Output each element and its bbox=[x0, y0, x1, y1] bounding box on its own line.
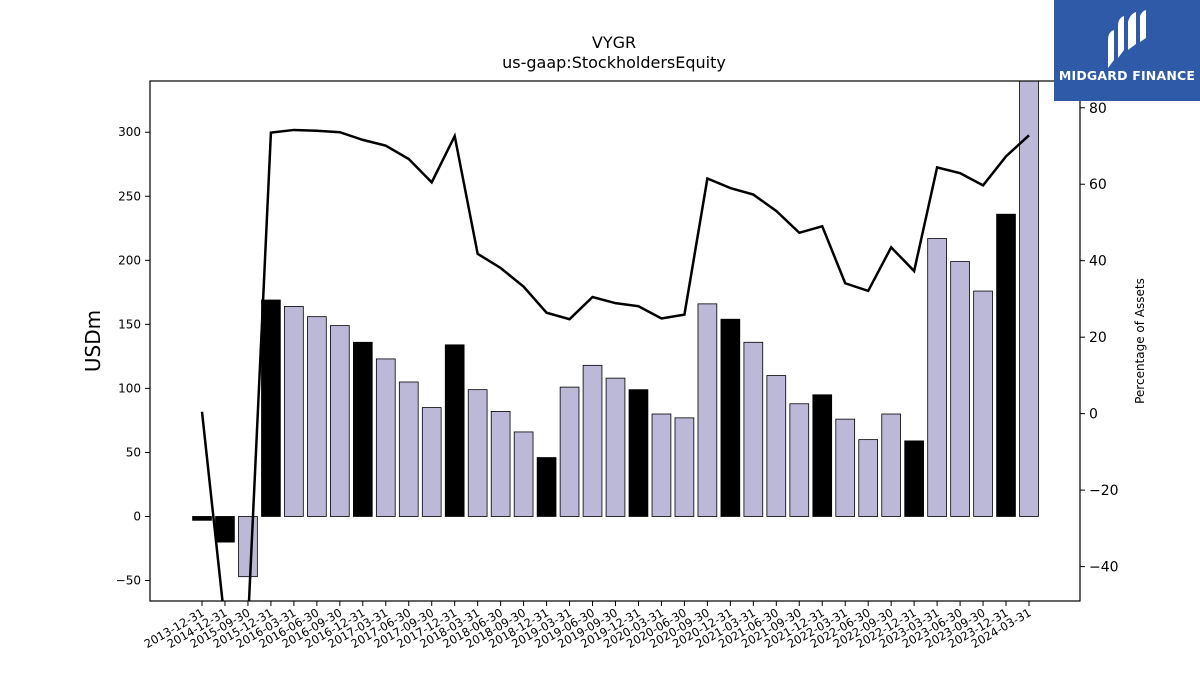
bar-2018-12-31 bbox=[536, 457, 557, 517]
y-tick-label: 0 bbox=[133, 509, 141, 523]
bar-2021-12-31 bbox=[812, 394, 833, 517]
x-axis-ticks: 2013-12-312014-12-312015-09-302015-12-31… bbox=[142, 601, 1034, 651]
bar-2017-09-30 bbox=[421, 407, 442, 517]
bar-series bbox=[192, 80, 1039, 578]
bar-2020-09-30 bbox=[697, 303, 718, 517]
bar-2016-09-30 bbox=[330, 325, 350, 517]
y-tick-label: 100 bbox=[118, 381, 141, 395]
bar-2013-12-31 bbox=[192, 516, 212, 521]
y-tick-label: 300 bbox=[118, 125, 141, 139]
chart-subtitle: us-gaap:StockholdersEquity bbox=[502, 53, 726, 72]
bar-2018-09-30 bbox=[513, 431, 534, 517]
equity-percent-line bbox=[200, 128, 1030, 601]
bar-2023-12-31 bbox=[996, 213, 1016, 517]
line-series bbox=[200, 128, 1030, 601]
bar-2016-12-31 bbox=[352, 341, 373, 517]
chart-title: VYGR bbox=[592, 33, 636, 52]
bar-2021-06-30 bbox=[766, 375, 787, 517]
bar-2023-03-31 bbox=[927, 238, 947, 517]
y2-tick-label: 20 bbox=[1089, 330, 1107, 346]
y2-tick-label: −40 bbox=[1089, 560, 1119, 576]
y2-tick-label: 80 bbox=[1089, 101, 1107, 117]
bar-2015-09-30 bbox=[238, 516, 258, 578]
left-axis-ticks: −50 0 50 100 150 200 250 300 bbox=[116, 125, 150, 588]
bar-2018-03-31 bbox=[467, 389, 488, 517]
bar-2023-06-30 bbox=[950, 261, 970, 517]
y-tick-label: 150 bbox=[118, 317, 141, 331]
logo-text: MIDGARD FINANCE bbox=[1058, 68, 1196, 83]
bar-2022-12-31 bbox=[904, 440, 924, 517]
y2-tick-label: 0 bbox=[1089, 407, 1098, 423]
bar-2019-12-31 bbox=[628, 389, 649, 517]
bar-2019-03-31 bbox=[559, 386, 580, 517]
bar-2022-06-30 bbox=[858, 439, 879, 517]
bar-2019-06-30 bbox=[582, 364, 603, 517]
bar-2016-03-31 bbox=[284, 306, 304, 517]
bar-2024-03-31 bbox=[1019, 80, 1039, 517]
y-tick-label: 200 bbox=[118, 253, 141, 267]
right-axis-ticks: −40 −20 0 20 40 60 80 bbox=[1080, 101, 1119, 576]
bar-2020-06-30 bbox=[674, 417, 695, 517]
bar-2017-06-30 bbox=[398, 381, 419, 517]
midgard-logo-icon bbox=[1108, 10, 1146, 68]
y2-axis-label: Percentage of Assets bbox=[1133, 278, 1147, 404]
bar-2022-09-30 bbox=[881, 413, 901, 517]
bar-2017-12-31 bbox=[444, 344, 465, 517]
bar-2022-03-31 bbox=[835, 418, 856, 517]
y-tick-label: −50 bbox=[116, 574, 141, 588]
y2-tick-label: −20 bbox=[1089, 483, 1119, 499]
y-tick-label: 50 bbox=[126, 445, 141, 459]
bar-2015-12-31 bbox=[261, 299, 281, 517]
y-tick-label: 250 bbox=[118, 189, 141, 203]
y2-tick-label: 40 bbox=[1089, 254, 1107, 270]
bar-2014-12-31 bbox=[215, 516, 235, 543]
bar-2020-12-31 bbox=[720, 318, 741, 517]
brand-logo: MIDGARD FINANCE bbox=[1054, 0, 1200, 101]
y2-tick-label: 60 bbox=[1089, 177, 1107, 193]
bar-2016-06-30 bbox=[307, 316, 327, 517]
bar-2021-09-30 bbox=[789, 403, 810, 517]
y-axis-label: USDm bbox=[81, 310, 105, 372]
bar-2017-03-31 bbox=[375, 358, 396, 517]
bar-2023-09-30 bbox=[973, 290, 993, 517]
bar-2018-06-30 bbox=[490, 411, 511, 517]
bar-2020-03-31 bbox=[651, 413, 672, 517]
bar-2021-03-31 bbox=[743, 341, 764, 517]
bar-2019-09-30 bbox=[605, 377, 626, 517]
